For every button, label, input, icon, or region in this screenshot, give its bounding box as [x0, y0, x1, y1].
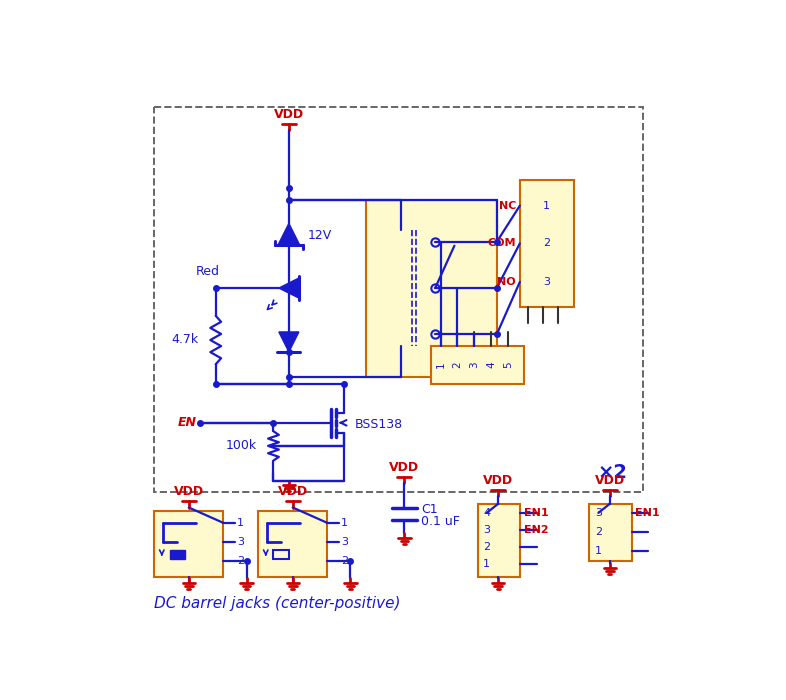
Text: 12V: 12V — [307, 229, 332, 242]
Polygon shape — [278, 223, 299, 245]
Text: VDD: VDD — [277, 485, 308, 498]
Text: 2: 2 — [483, 542, 490, 552]
Text: BSS138: BSS138 — [354, 418, 402, 430]
Text: 3: 3 — [341, 537, 348, 547]
Text: COM: COM — [487, 239, 516, 248]
Text: 2: 2 — [595, 527, 602, 537]
Text: 2: 2 — [237, 556, 244, 566]
Text: 3: 3 — [237, 537, 244, 547]
Text: C1: C1 — [421, 503, 438, 517]
Bar — [154, 107, 643, 492]
Text: 4.7k: 4.7k — [171, 333, 199, 346]
Text: DC barrel jacks (center-positive): DC barrel jacks (center-positive) — [154, 596, 401, 611]
Text: 2: 2 — [453, 362, 462, 368]
Bar — [432, 346, 523, 384]
Text: 4: 4 — [483, 508, 490, 518]
Text: Red: Red — [196, 265, 220, 278]
Text: 0.1 uF: 0.1 uF — [421, 515, 460, 528]
Text: VDD: VDD — [174, 485, 204, 498]
Text: EN2: EN2 — [523, 525, 549, 535]
Text: VDD: VDD — [595, 474, 625, 486]
Text: 1: 1 — [237, 518, 244, 528]
Text: 1: 1 — [435, 362, 446, 368]
Text: 1: 1 — [341, 518, 348, 528]
Text: 1: 1 — [595, 547, 602, 556]
Text: 3: 3 — [543, 277, 550, 287]
Text: 100k: 100k — [226, 440, 256, 452]
Text: 2: 2 — [341, 556, 348, 566]
Text: NO: NO — [498, 277, 516, 287]
Text: VDD: VDD — [389, 461, 420, 474]
Text: 5: 5 — [503, 362, 513, 368]
Bar — [478, 504, 520, 577]
Bar — [258, 511, 327, 577]
Text: EN1: EN1 — [523, 508, 549, 518]
Text: ×2: ×2 — [597, 463, 627, 482]
Text: 1: 1 — [483, 559, 490, 568]
Bar — [274, 550, 289, 559]
Text: 2: 2 — [543, 239, 550, 248]
Text: 3: 3 — [483, 525, 490, 535]
Text: VDD: VDD — [483, 474, 513, 486]
Text: 4: 4 — [487, 362, 497, 368]
Bar — [590, 504, 631, 561]
Text: 3: 3 — [469, 362, 479, 368]
Polygon shape — [279, 278, 299, 298]
Polygon shape — [279, 332, 299, 352]
Text: NC: NC — [498, 201, 516, 211]
Text: EN1: EN1 — [635, 508, 660, 518]
Bar — [520, 180, 574, 307]
Text: 1: 1 — [543, 201, 550, 211]
Bar — [154, 511, 223, 577]
Text: 3: 3 — [595, 508, 602, 518]
Bar — [365, 199, 497, 377]
Bar — [170, 550, 185, 559]
Text: EN: EN — [178, 416, 196, 429]
Text: VDD: VDD — [274, 108, 304, 121]
